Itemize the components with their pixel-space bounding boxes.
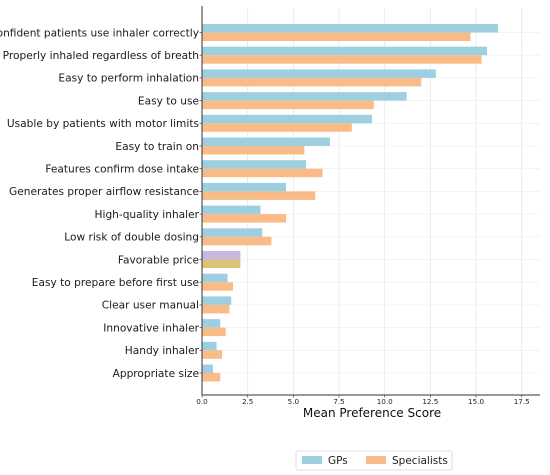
category-label: Easy to train on	[115, 141, 199, 153]
x-tick-label: 12.5	[422, 397, 438, 406]
category-label: Handy inhaler	[125, 345, 200, 357]
bar-specialists	[202, 168, 323, 178]
x-tick-label: 5.0	[288, 397, 300, 406]
bar-gps	[202, 182, 287, 192]
bar-gps	[202, 319, 221, 328]
category-label: Easy to perform inhalation	[58, 73, 199, 85]
category-label: Features confirm dose intake	[45, 164, 199, 176]
legend-swatch	[366, 456, 386, 464]
bar-specialists	[202, 236, 272, 246]
category-label: Easy to use	[138, 95, 199, 107]
bar-specialists	[202, 373, 221, 382]
category-label: Clear user manual	[102, 300, 199, 312]
x-tick-label: 7.5	[333, 397, 344, 406]
bar-gps	[202, 296, 232, 305]
bar-gps	[202, 364, 213, 373]
axes	[199, 6, 540, 398]
bar-gps	[202, 205, 261, 215]
bar-gps	[202, 160, 307, 169]
category-label: Low risk of double dosing	[64, 232, 199, 244]
category-label: Generates proper airflow resistance	[9, 186, 199, 198]
bar-specialists	[202, 32, 471, 41]
bar-specialists	[202, 146, 305, 155]
bar-gps	[202, 24, 498, 33]
bar-specialists	[202, 350, 223, 359]
category-label: Favorable price	[118, 254, 199, 266]
legend-label: GPs	[328, 455, 348, 467]
category-label: Appropriate size	[113, 368, 199, 380]
x-tick-label: 0.0	[196, 397, 208, 406]
x-tick-label: 10.0	[377, 397, 393, 406]
bar-specialists	[202, 100, 374, 110]
legend-swatch	[302, 456, 322, 464]
x-tick-label: 17.5	[514, 397, 530, 406]
bar-specialists	[202, 214, 287, 223]
legend: GPs Specialists	[295, 450, 453, 471]
bar-gps	[202, 46, 488, 56]
bar-gps	[202, 273, 228, 283]
bar-specialists	[202, 123, 352, 132]
x-tick-label: 15.0	[468, 397, 484, 406]
bar-specialists	[202, 259, 241, 268]
gridlines	[201, 8, 540, 395]
bar-specialists	[202, 327, 226, 337]
bar-gps	[202, 228, 263, 237]
bars	[202, 24, 498, 382]
x-axis-title: Mean Preference Score	[303, 406, 441, 420]
bar-specialists	[202, 282, 234, 291]
bar-gps	[202, 137, 330, 146]
category-label: High-quality inhaler	[95, 209, 200, 221]
legend-label: Specialists	[392, 455, 448, 467]
bar-specialists	[202, 55, 482, 64]
x-tick-labels: 0.0 2.5 5.0 7.5 10.0 12.5 15.0 17.5	[196, 397, 529, 406]
bar-gps	[202, 341, 217, 351]
bar-gps	[202, 69, 436, 78]
bar-gps	[202, 251, 241, 260]
category-label: Usable by patients with motor limits	[7, 118, 199, 130]
bar-gps	[202, 114, 372, 124]
category-label: Confident patients use inhaler correctly	[0, 27, 199, 39]
category-label: Properly inhaled regardless of breath	[3, 50, 199, 62]
x-tick-label: 2.5	[242, 397, 253, 406]
bar-specialists	[202, 304, 230, 314]
category-labels: Confident patients use inhaler correctly…	[0, 27, 200, 380]
category-label: Easy to prepare before first use	[32, 277, 199, 289]
bar-specialists	[202, 77, 422, 87]
category-label: Innovative inhaler	[103, 322, 199, 334]
bar-gps	[202, 92, 407, 101]
bar-specialists	[202, 191, 316, 200]
